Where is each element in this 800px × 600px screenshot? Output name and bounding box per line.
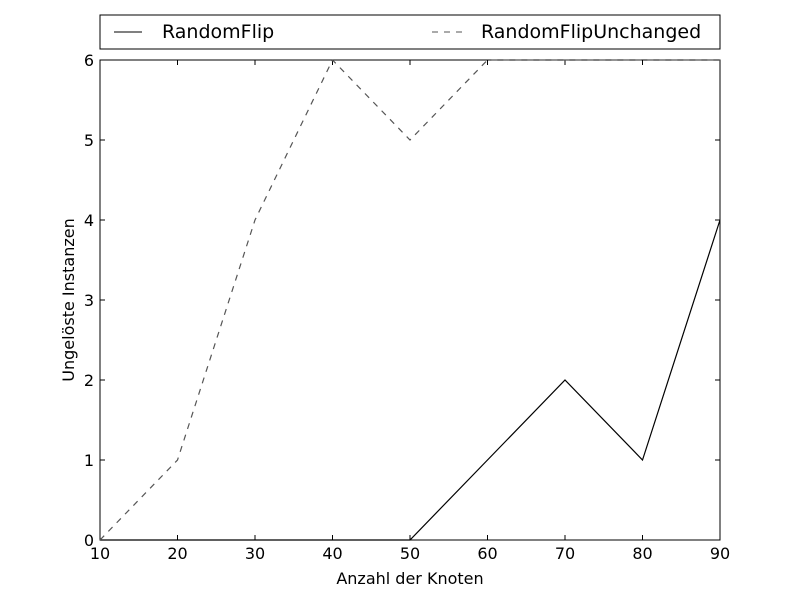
y-axis-label: Ungelöste Instanzen: [59, 218, 78, 381]
x-axis-label: Anzahl der Knoten: [336, 569, 483, 588]
x-tick-label: 40: [322, 544, 342, 563]
y-tick-label: 5: [84, 131, 94, 150]
x-tick-label: 90: [710, 544, 730, 563]
y-tick-label: 2: [84, 371, 94, 390]
x-tick-label: 60: [477, 544, 497, 563]
x-tick-label: 70: [555, 544, 575, 563]
x-tick-label: 20: [167, 544, 187, 563]
legend-frame: [99, 14, 721, 50]
x-tick-label: 50: [400, 544, 420, 563]
legend-label-randomflip: RandomFlip: [162, 21, 274, 43]
plot-frame: [99, 59, 721, 541]
y-tick-label: 0: [84, 531, 94, 550]
x-tick-label: 10: [90, 544, 110, 563]
series-line-randomflip: [100, 219, 721, 541]
y-tick-label: 6: [84, 51, 94, 70]
series-lines: [99, 58, 721, 541]
x-tick-label: 80: [632, 544, 652, 563]
y-tick-label: 1: [84, 451, 94, 470]
legend: RandomFlip RandomFlipUnchanged: [99, 14, 721, 50]
legend-label-randomflipunchanged: RandomFlipUnchanged: [481, 21, 701, 43]
x-tick-label: 30: [245, 544, 265, 563]
axis-ticks: 10 20 30 40 50 60 70 80 90 0 1 2 3 4 5 6: [84, 51, 730, 563]
series-line-randomflipunchanged: [99, 58, 720, 541]
y-tick-label: 4: [84, 211, 94, 230]
y-tick-label: 3: [84, 291, 94, 310]
